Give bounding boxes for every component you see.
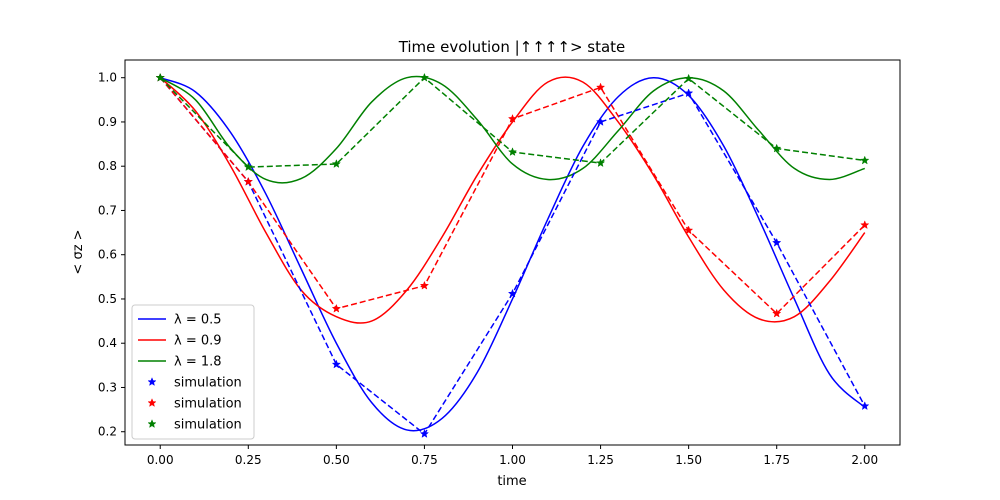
- data-point-3-4: [507, 288, 518, 298]
- data-point-4-5: [595, 82, 606, 92]
- legend-label-1: λ = 0.9: [174, 334, 222, 349]
- y-axis: 0.2 0.3 0.4 0.5 0.6 0.7 0.8 0.9 1.0: [98, 71, 125, 439]
- x-tick-label: 0.00: [147, 453, 174, 467]
- x-tick-label: 1.00: [499, 453, 526, 467]
- data-point-3-6: [683, 88, 694, 98]
- legend-label-4: simulation: [174, 397, 242, 412]
- data-point-4-8: [860, 220, 870, 230]
- series-line-1: [159, 76, 866, 324]
- series-line-2: [159, 75, 866, 184]
- data-point-4-3: [419, 280, 430, 290]
- y-tick-label: 0.3: [98, 380, 117, 394]
- data-point-5-0: [155, 72, 165, 82]
- y-tick-label: 0.4: [98, 336, 117, 350]
- x-tick-label: 1.50: [675, 453, 702, 467]
- data-point-3-5: [595, 117, 606, 126]
- data-point-5-2: [331, 159, 342, 168]
- legend: λ = 0.5 λ = 0.9 λ = 1.8 simulation simulatio…: [131, 304, 255, 440]
- x-tick-label: 2.00: [851, 453, 878, 467]
- legend-swatch-3: [147, 377, 157, 386]
- x-tick-label: 0.50: [323, 453, 350, 467]
- data-point-4-2: [331, 303, 342, 313]
- data-point-5-5: [595, 158, 606, 168]
- y-tick-label: 1.0: [98, 71, 117, 85]
- x-tick-label: 1.25: [587, 453, 614, 467]
- x-tick-label: 1.75: [763, 453, 790, 467]
- y-tick-label: 0.7: [98, 203, 117, 217]
- y-tick-label: 0.6: [98, 248, 117, 262]
- data-point-3-3: [419, 429, 430, 438]
- data-point-5-3: [419, 72, 430, 82]
- x-tick-label: 0.25: [235, 453, 262, 467]
- legend-swatch-5: [147, 419, 157, 428]
- y-tick-label: 0.5: [98, 292, 117, 306]
- data-point-4-6: [683, 225, 694, 235]
- y-tick-label: 0.2: [98, 425, 117, 439]
- data-point-4-4: [507, 113, 518, 123]
- chart-title: Time evolution |↑↑↑↑> state: [398, 38, 626, 56]
- legend-label-2: λ = 1.8: [174, 355, 222, 370]
- data-point-3-2: [331, 359, 342, 369]
- legend-label-5: simulation: [174, 418, 242, 433]
- plot-area: [155, 72, 870, 438]
- data-point-4-1: [243, 176, 253, 186]
- legend-box: [131, 304, 255, 440]
- data-point-4-7: [772, 308, 782, 318]
- data-point-3-8: [860, 401, 870, 411]
- x-axis: 0.00 0.25 0.50 0.75 1.00 1.25 1.50 1.75 2.00: [147, 445, 878, 467]
- legend-label-3: simulation: [174, 376, 242, 391]
- legend-label-0: λ = 0.5: [174, 313, 222, 328]
- y-axis-label: < σz >: [71, 229, 86, 274]
- x-axis-label: time: [497, 474, 526, 489]
- data-point-5-4: [507, 147, 518, 157]
- data-point-5-8: [860, 155, 870, 165]
- data-point-3-7: [772, 237, 782, 247]
- y-tick-label: 0.8: [98, 159, 117, 173]
- series-line-0: [159, 76, 866, 432]
- legend-swatch-4: [147, 398, 157, 407]
- x-tick-label: 0.75: [411, 453, 438, 467]
- data-point-5-1: [243, 162, 253, 172]
- y-tick-label: 0.9: [98, 115, 117, 129]
- data-point-5-7: [772, 143, 782, 153]
- data-point-5-6: [683, 73, 694, 83]
